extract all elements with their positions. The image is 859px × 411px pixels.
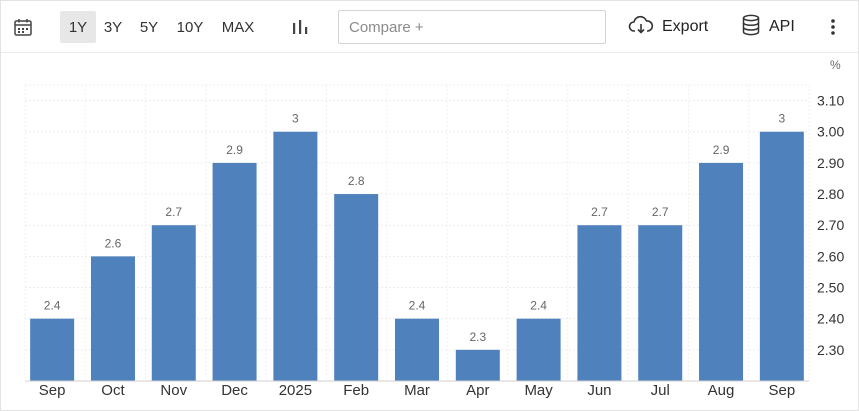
calendar-icon[interactable] — [11, 16, 35, 38]
vertical-ellipsis-icon[interactable] — [823, 15, 843, 39]
data-label: 3 — [292, 112, 299, 126]
x-tick-label: Dec — [221, 382, 248, 399]
range-5y-button[interactable]: 5Y — [139, 18, 159, 36]
bar[interactable] — [30, 318, 75, 381]
data-label: 2.3 — [469, 330, 486, 344]
bar-chart-icon[interactable] — [289, 16, 311, 38]
data-label: 2.4 — [409, 299, 426, 313]
api-button[interactable]: API — [741, 13, 795, 41]
bar[interactable] — [455, 349, 500, 381]
data-label: 2.8 — [348, 174, 365, 188]
x-tick-label: Mar — [404, 382, 430, 399]
range-1y-button[interactable]: 1Y — [60, 11, 96, 43]
bar[interactable] — [212, 162, 257, 381]
range-10y-button[interactable]: 10Y — [176, 18, 204, 36]
y-tick-label: 2.40 — [817, 311, 844, 327]
x-tick-label: Aug — [708, 382, 735, 399]
y-tick-label: 2.80 — [817, 186, 844, 202]
y-tick-label: 2.30 — [817, 342, 844, 358]
toolbar: 1Y 3Y 5Y 10Y MAX Export — [1, 1, 858, 53]
y-tick-label: 3.10 — [817, 93, 844, 109]
data-label: 2.7 — [165, 205, 182, 219]
y-tick-label: 2.60 — [817, 248, 844, 264]
x-tick-label: 2025 — [279, 382, 312, 399]
x-tick-label: Nov — [160, 382, 187, 399]
bar[interactable] — [759, 131, 804, 381]
bar[interactable] — [90, 256, 135, 381]
bar[interactable] — [577, 225, 622, 381]
y-tick-label: 2.90 — [817, 155, 844, 171]
x-tick-label: Apr — [466, 382, 489, 399]
data-label: 2.7 — [591, 205, 608, 219]
bar[interactable] — [638, 225, 683, 381]
x-tick-label: May — [524, 382, 553, 399]
x-tick-label: Jun — [587, 382, 611, 399]
bar[interactable] — [395, 318, 439, 381]
bar[interactable] — [516, 318, 561, 381]
x-tick-label: Sep — [39, 382, 66, 399]
bar[interactable] — [699, 162, 744, 381]
bar[interactable] — [273, 131, 318, 381]
data-label: 2.4 — [44, 299, 61, 313]
y-tick-label: 2.50 — [817, 280, 844, 296]
cloud-download-icon — [628, 15, 654, 40]
range-max-button[interactable]: MAX — [221, 18, 255, 36]
data-label: 2.9 — [226, 143, 243, 157]
export-label: Export — [662, 18, 709, 35]
data-label: 2.7 — [652, 205, 669, 219]
data-label: 2.9 — [713, 143, 730, 157]
data-label: 2.4 — [530, 299, 547, 313]
bar[interactable] — [151, 225, 196, 381]
data-label: 2.6 — [105, 236, 122, 250]
x-tick-label: Oct — [101, 382, 125, 399]
database-icon — [741, 14, 761, 41]
compare-input[interactable] — [338, 10, 606, 44]
x-tick-label: Sep — [768, 382, 795, 399]
bar[interactable] — [334, 194, 379, 381]
x-tick-label: Jul — [651, 382, 670, 399]
unit-label: % — [830, 58, 841, 72]
data-label: 3 — [779, 112, 786, 126]
export-button[interactable]: Export — [628, 13, 708, 41]
range-3y-button[interactable]: 3Y — [103, 18, 123, 36]
y-tick-label: 2.70 — [817, 217, 844, 233]
api-label: API — [769, 18, 795, 35]
y-tick-label: 3.00 — [817, 124, 844, 140]
x-tick-label: Feb — [343, 382, 369, 399]
